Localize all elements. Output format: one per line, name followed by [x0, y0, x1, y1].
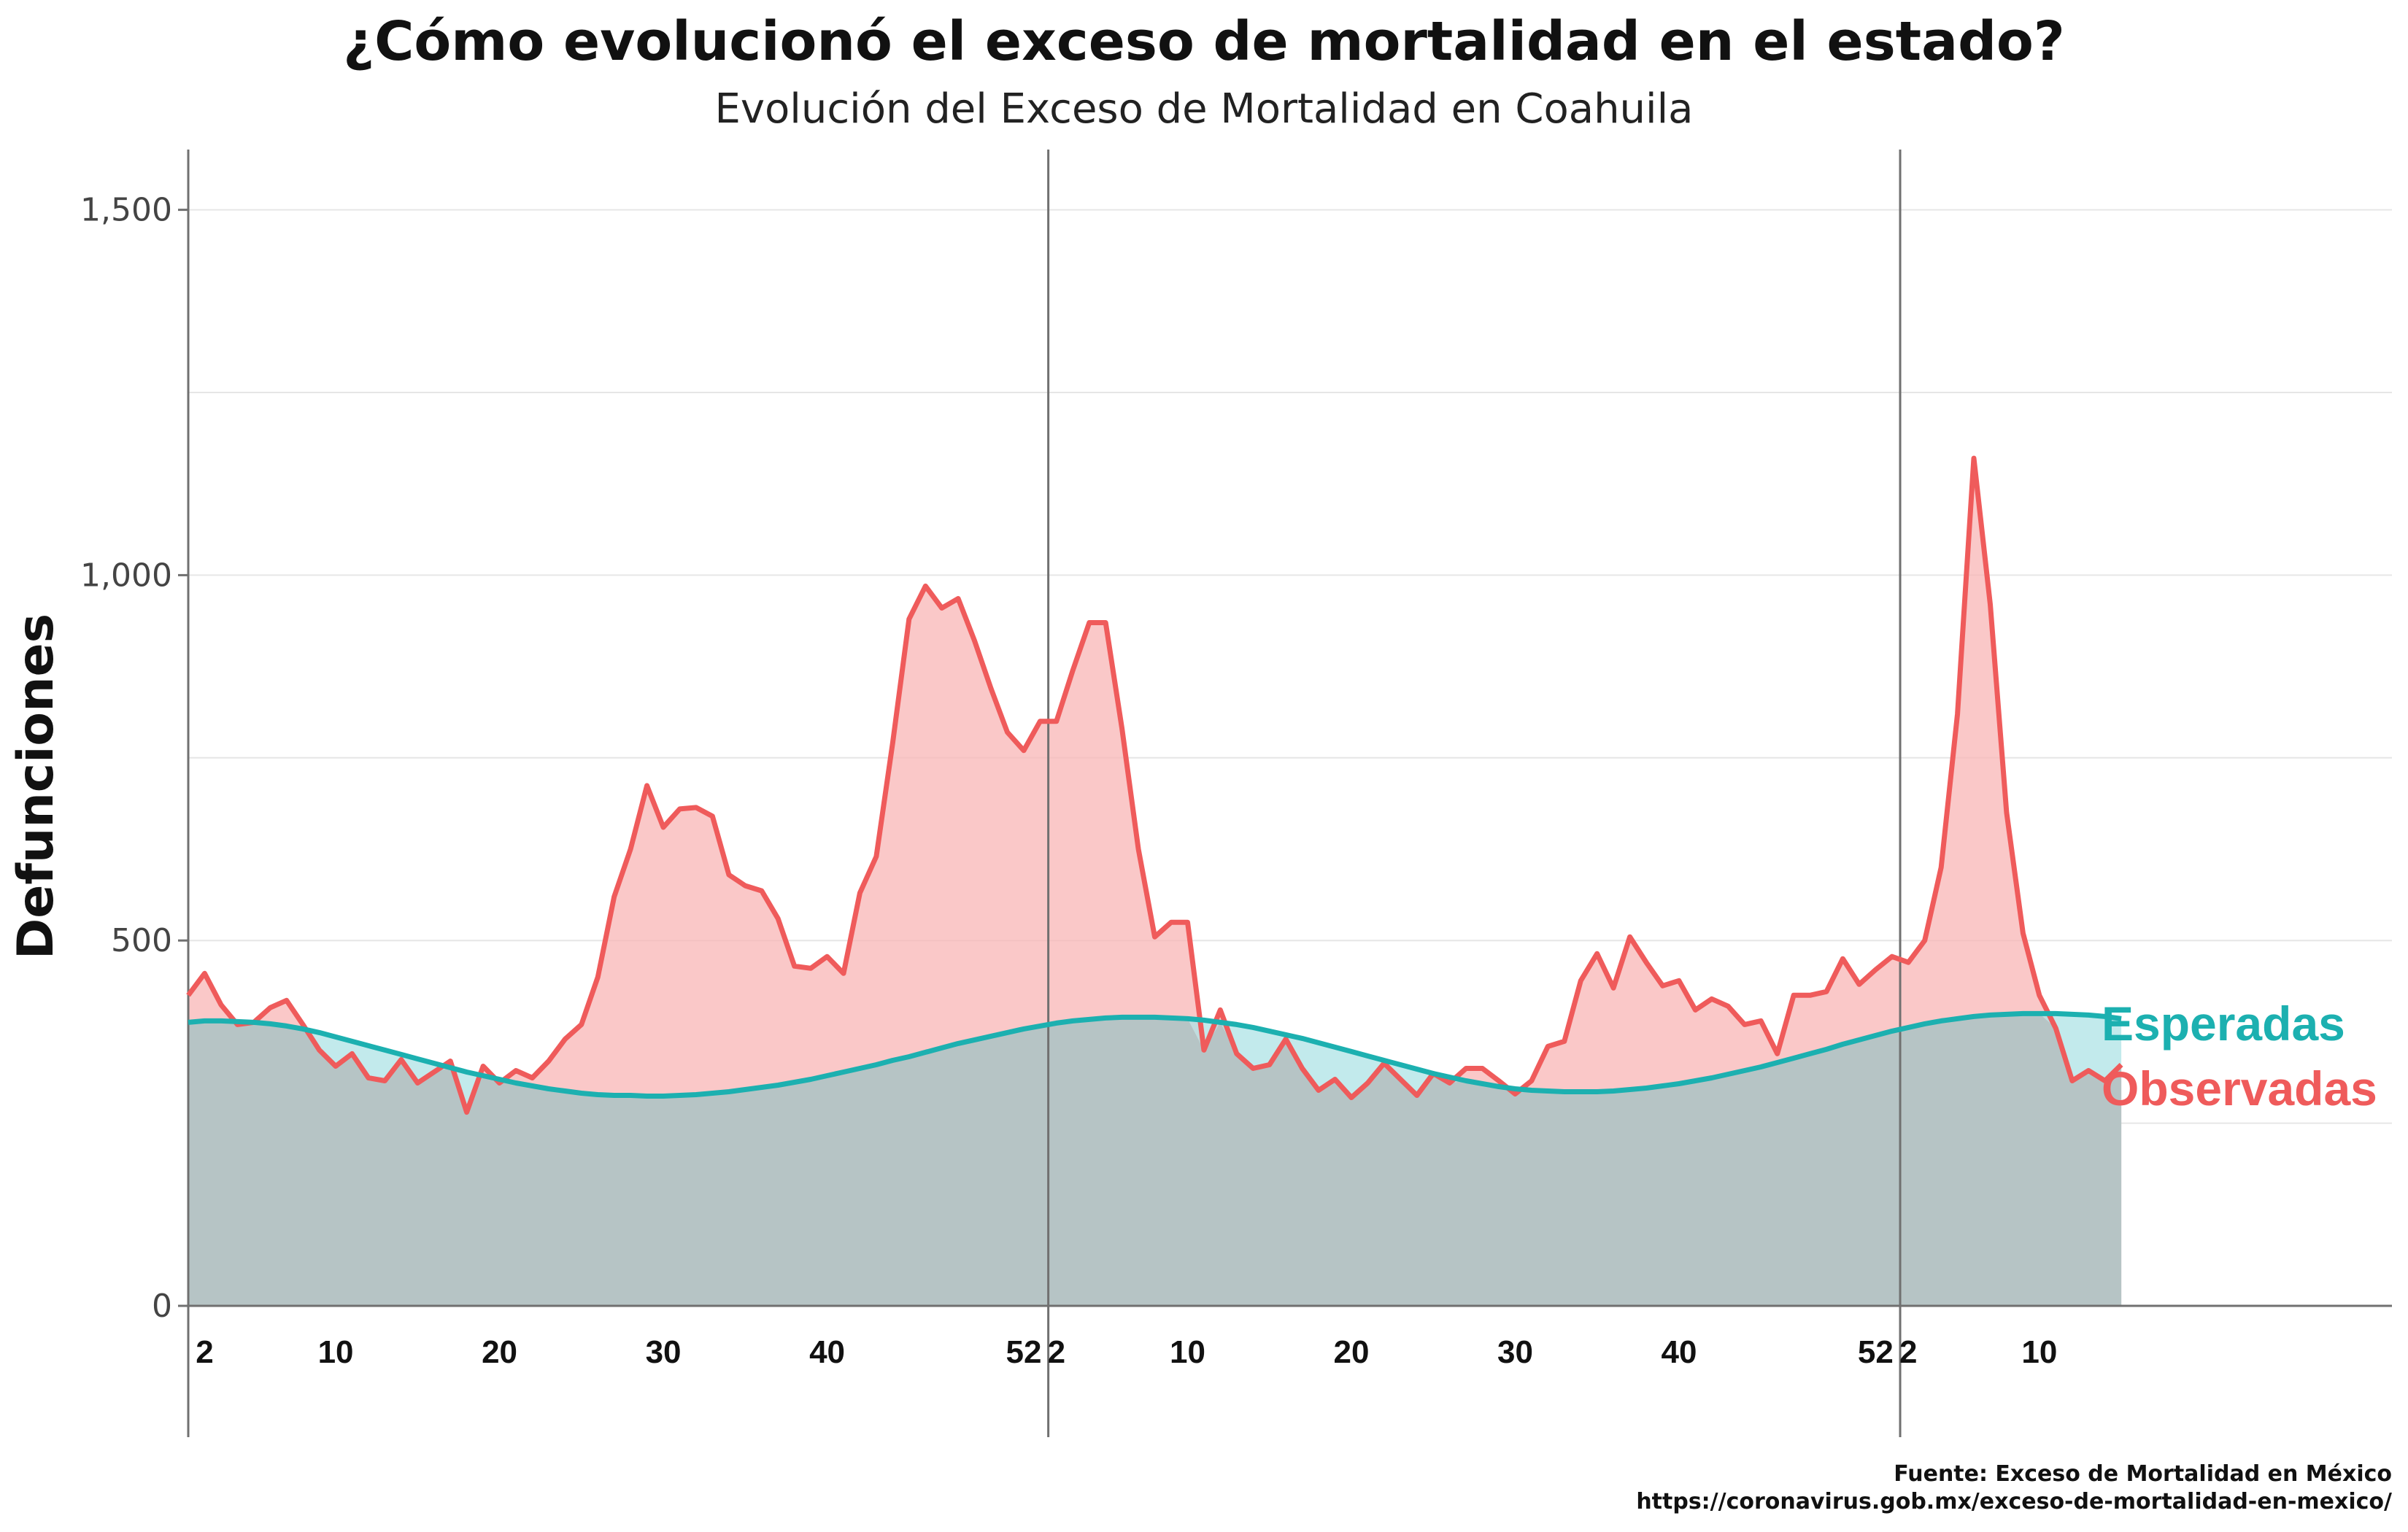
grid-lines: [188, 209, 2392, 1124]
chart-title: ¿Cómo evolucionó el exceso de mortalidad…: [343, 10, 2065, 73]
x-tick-label: 2: [1899, 1334, 1917, 1370]
overlap-area: [188, 1013, 2122, 1306]
x-tick-label: 2: [196, 1334, 213, 1370]
observadas-line: [186, 455, 2123, 1115]
x-tick-label: 10: [2021, 1334, 2057, 1370]
y-axis-label: Defunciones: [7, 614, 65, 959]
year-boundaries: [1047, 150, 1902, 1437]
y-tick-label: 1,000: [80, 557, 172, 594]
area-fills: [188, 458, 2122, 1306]
x-tick-label: 30: [646, 1334, 682, 1370]
axes: [187, 150, 2392, 1437]
x-tick-label: 20: [1333, 1334, 1369, 1370]
x-tick-label: 40: [809, 1334, 845, 1370]
x-tick-label: 40: [1661, 1334, 1697, 1370]
chart-subtitle: Evolución del Exceso de Mortalidad en Co…: [715, 85, 1694, 133]
x-tick-label: 10: [1170, 1334, 1205, 1370]
source-line-2: https://coronavirus.gob.mx/exceso-de-mor…: [1636, 1489, 2392, 1514]
y-tick-label: 500: [111, 922, 172, 959]
x-tick-label: 10: [318, 1334, 354, 1370]
x-tick-label: 2: [1048, 1334, 1065, 1370]
x-tick-label: 52: [1858, 1334, 1894, 1370]
legend-observadas: Observadas: [2102, 1061, 2377, 1115]
y-ticks: 0 500 1,000 1,500: [80, 192, 188, 1325]
x-ticks: 2 10 20 30 40 52 2 10 20 30 40 52 2 10: [196, 1334, 2057, 1370]
legend-esperadas: Esperadas: [2102, 997, 2345, 1051]
y-tick-label: 0: [152, 1288, 172, 1325]
x-tick-label: 20: [482, 1334, 517, 1370]
x-tick-label: 52: [1006, 1334, 1041, 1370]
series-lines: [186, 455, 2123, 1115]
esperadas-line: [188, 1010, 2122, 1099]
y-tick-label: 1,500: [80, 192, 172, 229]
x-tick-label: 30: [1497, 1334, 1533, 1370]
source-line-1: Fuente: Exceso de Mortalidad en México: [1894, 1461, 2392, 1487]
